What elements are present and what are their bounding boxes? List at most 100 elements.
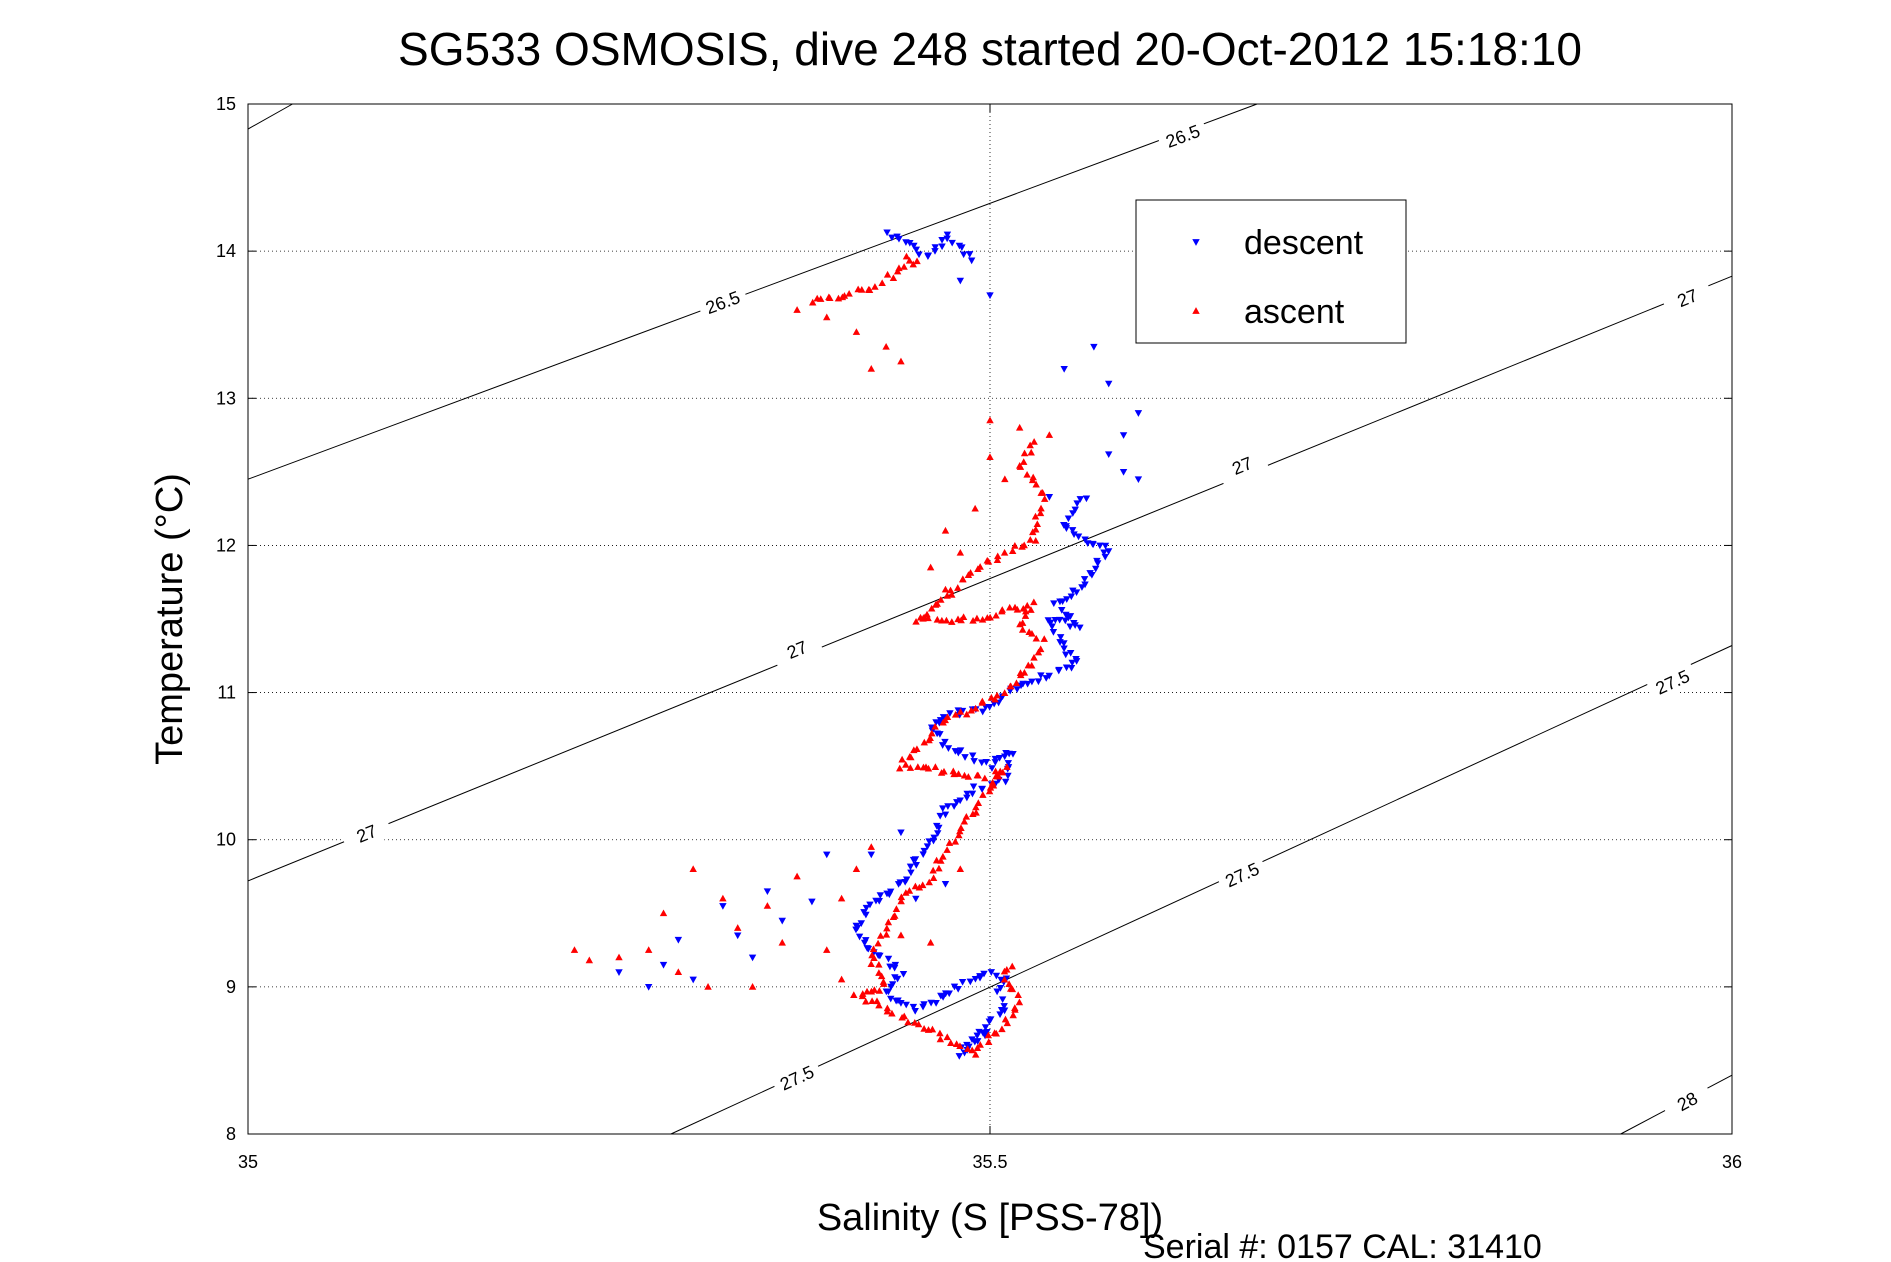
ascent-point — [1017, 671, 1025, 679]
descent-point — [978, 785, 986, 793]
ascent-point — [1023, 470, 1031, 478]
ascent-point — [850, 991, 858, 998]
ascent-point — [914, 763, 922, 770]
descent-point — [778, 917, 786, 925]
ascent-point — [1001, 1015, 1010, 1023]
ascent-point — [1021, 612, 1030, 619]
ascent-point — [884, 918, 893, 926]
descent-point — [882, 988, 891, 996]
ascent-point — [863, 987, 871, 995]
ascent-point — [875, 961, 883, 968]
contour-label-bg — [696, 283, 750, 323]
grid — [248, 104, 1732, 1134]
ascent-point — [1019, 458, 1028, 465]
ascent-point — [689, 865, 697, 873]
ascent-point — [867, 960, 875, 968]
descent-point — [973, 1032, 981, 1040]
ascent-point — [867, 987, 876, 995]
ascent-point — [719, 894, 727, 902]
descent-point — [1060, 365, 1068, 373]
descent-point — [941, 811, 950, 819]
contour-label-bg — [1660, 278, 1715, 319]
ascent-point — [1001, 475, 1009, 483]
descent-point — [1096, 542, 1104, 550]
ascent-point — [952, 1040, 961, 1047]
ascent-point — [993, 556, 1002, 564]
series-ascent — [570, 252, 1054, 1058]
descent-point — [855, 933, 864, 941]
descent-point — [897, 1000, 905, 1007]
ascent-point — [960, 771, 969, 779]
ascent-point — [951, 837, 960, 845]
ascent-point — [981, 774, 989, 782]
descent-point — [981, 1024, 990, 1031]
ascent-point — [1030, 438, 1038, 445]
ascent-point — [986, 453, 994, 461]
legend: descent ascent — [1135, 199, 1407, 344]
ascent-point — [1012, 679, 1021, 687]
descent-point — [996, 1011, 1004, 1019]
descent-point — [1060, 645, 1068, 653]
ascent-point — [817, 295, 825, 302]
descent-point — [1005, 750, 1013, 758]
descent-point — [1064, 515, 1073, 523]
descent-point — [866, 901, 874, 909]
descent-point — [1001, 778, 1010, 786]
descent-point — [923, 843, 932, 851]
ascent-point — [1008, 547, 1017, 555]
ascent-point — [895, 264, 903, 272]
ascent-point — [996, 767, 1004, 775]
descent-point — [975, 1028, 983, 1036]
ascent-point — [1029, 528, 1037, 536]
descent-point — [1094, 560, 1102, 567]
descent-point — [936, 812, 944, 820]
ascent-point — [1032, 525, 1040, 533]
descent-point — [927, 999, 935, 1007]
ascent-point — [865, 286, 874, 293]
ascent-point — [993, 772, 1001, 780]
ascent-point — [1028, 630, 1036, 637]
ascent-point — [1024, 661, 1032, 669]
ascent-point — [983, 556, 991, 564]
ascent-point — [938, 616, 946, 624]
ascent-point — [992, 611, 1000, 619]
ascent-point — [974, 771, 982, 779]
ascent-point — [793, 872, 801, 880]
ascent-point — [968, 1046, 976, 1054]
descent-point — [968, 790, 977, 798]
descent-point — [862, 911, 870, 919]
ascent-point — [998, 1025, 1006, 1033]
ascent-point — [877, 972, 886, 980]
ascent-point — [1003, 1019, 1012, 1027]
ascent-point — [883, 1007, 892, 1015]
contour-line — [247, 275, 1733, 882]
descent-point — [906, 863, 915, 871]
y-tick-label: 13 — [216, 388, 236, 408]
descent-point — [954, 985, 962, 993]
ascent-point — [889, 274, 898, 282]
ascent-point — [984, 1038, 993, 1045]
contour-label-bg — [1645, 661, 1700, 704]
descent-point — [970, 758, 978, 765]
descent-point — [941, 880, 950, 888]
ascent-point — [1007, 682, 1015, 690]
descent-point — [891, 974, 899, 981]
y-tick-label: 10 — [216, 830, 236, 850]
ascent-point — [973, 1044, 982, 1051]
descent-point — [1066, 623, 1074, 631]
ascent-point — [1016, 463, 1025, 470]
ascent-point — [1026, 441, 1034, 449]
descent-point — [823, 851, 831, 859]
ascent-point — [1008, 962, 1016, 970]
ascent-point — [1000, 689, 1009, 696]
ascent-point — [1006, 985, 1015, 992]
descent-point — [910, 242, 918, 250]
descent-point — [987, 969, 996, 976]
ascent-point — [875, 1001, 883, 1009]
descent-point — [1062, 664, 1071, 672]
descent-point — [958, 978, 967, 986]
ascent-point — [905, 256, 914, 264]
descent-point — [920, 847, 928, 855]
ascent-point — [914, 1020, 923, 1028]
descent-point — [986, 292, 994, 300]
